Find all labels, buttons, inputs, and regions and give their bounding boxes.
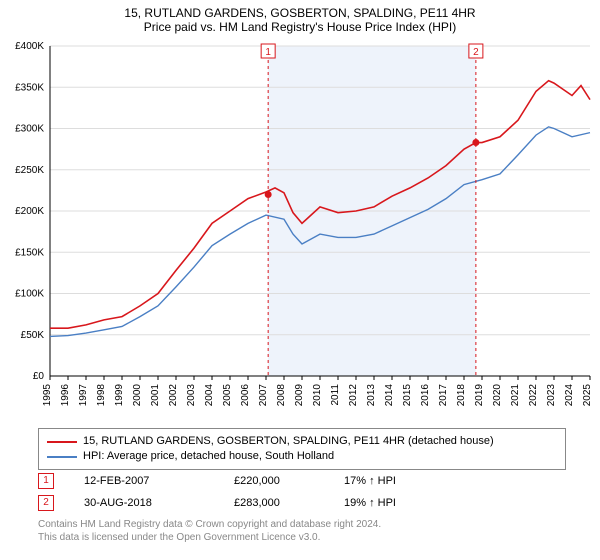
svg-text:2007: 2007 — [258, 384, 269, 407]
svg-text:£200K: £200K — [15, 206, 44, 217]
svg-text:2023: 2023 — [546, 384, 557, 407]
chart-container: 15, RUTLAND GARDENS, GOSBERTON, SPALDING… — [0, 0, 600, 560]
svg-text:1: 1 — [265, 47, 271, 58]
sale-badge-1: 1 — [38, 473, 54, 489]
svg-text:2: 2 — [473, 47, 479, 58]
svg-text:2004: 2004 — [204, 384, 215, 407]
svg-text:2005: 2005 — [222, 384, 233, 407]
svg-text:2012: 2012 — [348, 384, 359, 407]
svg-text:2008: 2008 — [276, 384, 287, 407]
sale-date-2: 30-AUG-2018 — [84, 497, 234, 509]
chart-area: £0 £50K £100K £150K £200K £250K £300K £350K £400… — [0, 36, 600, 416]
sales-table: 1 12-FEB-2007 £220,000 17% ↑ HPI 2 30-AU… — [38, 470, 464, 514]
legend-label-property: 15, RUTLAND GARDENS, GOSBERTON, SPALDING… — [83, 434, 494, 449]
svg-text:2015: 2015 — [402, 384, 413, 407]
sale-date-1: 12-FEB-2007 — [84, 475, 234, 487]
title-block: 15, RUTLAND GARDENS, GOSBERTON, SPALDING… — [0, 0, 600, 36]
footnote: Contains HM Land Registry data © Crown c… — [38, 518, 381, 544]
svg-text:2017: 2017 — [438, 384, 449, 407]
legend-label-hpi: HPI: Average price, detached house, Sout… — [83, 449, 334, 464]
svg-text:1999: 1999 — [114, 384, 125, 407]
footnote-line-2: This data is licensed under the Open Gov… — [38, 531, 381, 544]
sale-row-2: 2 30-AUG-2018 £283,000 19% ↑ HPI — [38, 492, 464, 514]
svg-text:1996: 1996 — [60, 384, 71, 407]
svg-text:2002: 2002 — [168, 384, 179, 407]
svg-text:2010: 2010 — [312, 384, 323, 407]
svg-text:£100K: £100K — [15, 289, 44, 300]
svg-text:2003: 2003 — [186, 384, 197, 407]
line-chart-svg: £0 £50K £100K £150K £200K £250K £300K £350K £400… — [0, 36, 600, 416]
svg-text:2020: 2020 — [492, 384, 503, 407]
footnote-line-1: Contains HM Land Registry data © Crown c… — [38, 518, 381, 531]
svg-text:2019: 2019 — [474, 384, 485, 407]
svg-text:2021: 2021 — [510, 384, 521, 407]
svg-text:2011: 2011 — [330, 384, 341, 406]
legend-box: 15, RUTLAND GARDENS, GOSBERTON, SPALDING… — [38, 428, 566, 470]
legend-swatch-property — [47, 441, 77, 443]
svg-text:2016: 2016 — [420, 384, 431, 407]
svg-text:£400K: £400K — [15, 41, 44, 52]
svg-text:2000: 2000 — [132, 384, 143, 407]
svg-text:£150K: £150K — [15, 247, 44, 258]
svg-text:2025: 2025 — [582, 384, 593, 407]
svg-text:1997: 1997 — [78, 384, 89, 407]
svg-text:2022: 2022 — [528, 384, 539, 407]
svg-text:£250K: £250K — [15, 165, 44, 176]
title-line-2: Price paid vs. HM Land Registry's House … — [0, 20, 600, 34]
svg-text:2006: 2006 — [240, 384, 251, 407]
legend-swatch-hpi — [47, 456, 77, 458]
sale-price-2: £283,000 — [234, 497, 344, 509]
svg-text:1995: 1995 — [42, 384, 53, 407]
svg-text:£300K: £300K — [15, 124, 44, 135]
svg-text:£0: £0 — [33, 371, 45, 382]
svg-text:2001: 2001 — [150, 384, 161, 407]
legend-row-property: 15, RUTLAND GARDENS, GOSBERTON, SPALDING… — [47, 434, 557, 449]
title-line-1: 15, RUTLAND GARDENS, GOSBERTON, SPALDING… — [0, 6, 600, 20]
svg-text:£50K: £50K — [21, 330, 45, 341]
sale-price-1: £220,000 — [234, 475, 344, 487]
svg-text:2013: 2013 — [366, 384, 377, 407]
svg-text:2014: 2014 — [384, 384, 395, 407]
svg-text:£350K: £350K — [15, 82, 44, 93]
sale-badge-2: 2 — [38, 495, 54, 511]
svg-text:2009: 2009 — [294, 384, 305, 407]
svg-text:2024: 2024 — [564, 384, 575, 407]
sale-pct-2: 19% ↑ HPI — [344, 497, 464, 509]
sale-row-1: 1 12-FEB-2007 £220,000 17% ↑ HPI — [38, 470, 464, 492]
svg-text:1998: 1998 — [96, 384, 107, 407]
sale-pct-1: 17% ↑ HPI — [344, 475, 464, 487]
svg-text:2018: 2018 — [456, 384, 467, 407]
legend-row-hpi: HPI: Average price, detached house, Sout… — [47, 449, 557, 464]
